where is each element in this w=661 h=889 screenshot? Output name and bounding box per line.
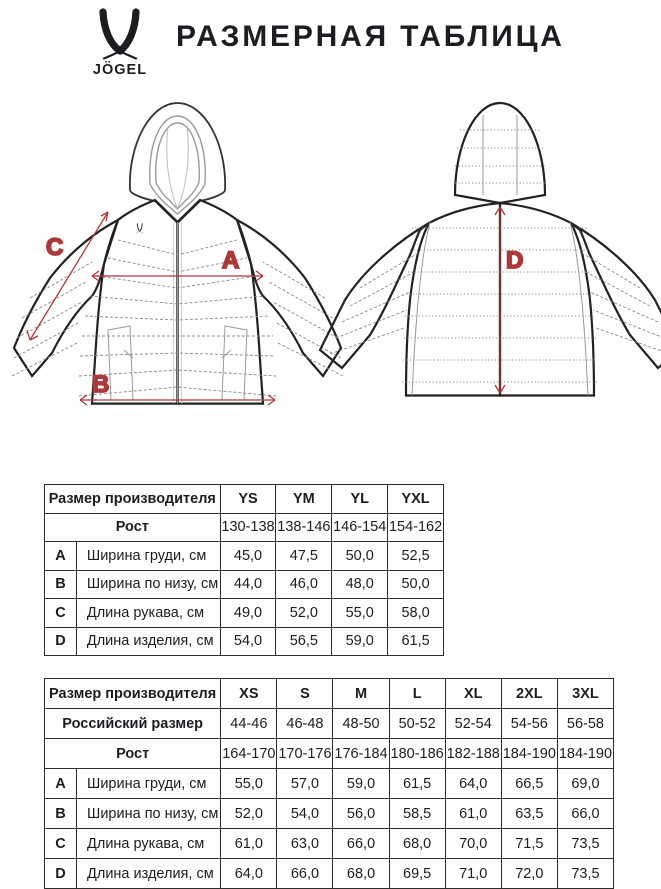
svg-text:B: B [92, 371, 109, 398]
svg-text:D: D [506, 247, 523, 274]
svg-text:A: A [222, 247, 239, 274]
svg-text:C: C [46, 234, 63, 261]
